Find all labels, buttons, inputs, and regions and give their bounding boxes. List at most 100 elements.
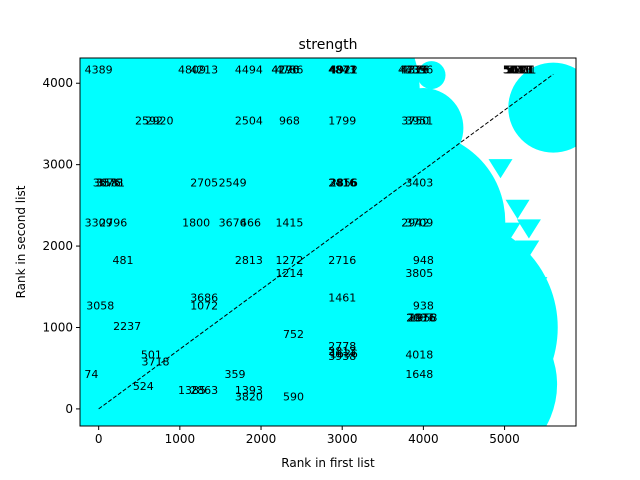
point-label-46: 2942 bbox=[401, 216, 429, 229]
marker-triangle-3 bbox=[515, 240, 540, 260]
x-tick-label-2000: 2000 bbox=[246, 432, 277, 446]
point-label-6: 4296 bbox=[271, 63, 299, 76]
point-label-67: 2813 bbox=[328, 345, 356, 358]
point-label-8: 4922 bbox=[330, 63, 358, 76]
point-label-28: 1799 bbox=[328, 115, 356, 128]
x-tick-label-5000: 5000 bbox=[489, 432, 520, 446]
point-label-17: 5083 bbox=[504, 63, 532, 76]
marker-circle-20 bbox=[387, 299, 558, 426]
x-axis: 0 1000 2000 3000 4000 5000 bbox=[95, 426, 520, 446]
point-label-32: 3878 bbox=[95, 177, 123, 190]
point-label-59: 938 bbox=[413, 300, 434, 313]
point-label-54: 3805 bbox=[405, 267, 433, 280]
point-label-62: 1958 bbox=[409, 312, 437, 325]
point-label-41: 2796 bbox=[99, 216, 127, 229]
point-label-10: 4841 bbox=[328, 63, 356, 76]
x-tick-label-1000: 1000 bbox=[165, 432, 196, 446]
point-label-53: 1214 bbox=[275, 267, 303, 280]
x-tick-label-3000: 3000 bbox=[327, 432, 358, 446]
point-label-25: 2920 bbox=[146, 115, 174, 128]
point-label-44: 466 bbox=[240, 216, 261, 229]
point-label-20: 5201 bbox=[507, 63, 535, 76]
point-label-7: 4873 bbox=[328, 63, 356, 76]
point-label-15: 4316 bbox=[401, 63, 429, 76]
point-label-37: 2856 bbox=[330, 177, 358, 190]
point-label-57: 3058 bbox=[86, 300, 114, 313]
point-label-35: 2549 bbox=[219, 177, 247, 190]
point-label-26: 2504 bbox=[235, 115, 263, 128]
point-label-71: 501 bbox=[141, 348, 162, 361]
point-label-24: 2592 bbox=[135, 115, 163, 128]
point-label-23: 5013 bbox=[504, 63, 532, 76]
point-label-13: 4376 bbox=[401, 63, 429, 76]
y-tick-label-2000: 2000 bbox=[42, 239, 73, 253]
y-axis: 0 1000 2000 3000 4000 bbox=[42, 76, 80, 416]
point-label-16: 5041 bbox=[503, 63, 531, 76]
point-label-69: 3938 bbox=[328, 350, 356, 363]
point-label-81: 590 bbox=[283, 391, 304, 404]
point-label-48: 481 bbox=[113, 254, 134, 267]
y-tick-label-0: 0 bbox=[65, 402, 73, 416]
point-label-19: 5521 bbox=[506, 63, 534, 76]
point-label-36: 2416 bbox=[328, 177, 356, 190]
point-label-4: 4170 bbox=[271, 63, 299, 76]
y-tick-label-3000: 3000 bbox=[42, 158, 73, 172]
chart-title: strength bbox=[299, 37, 358, 53]
point-label-45: 1415 bbox=[275, 216, 303, 229]
marker-triangle-0 bbox=[488, 159, 513, 179]
point-label-51: 2716 bbox=[328, 254, 356, 267]
point-label-18: 5611 bbox=[505, 63, 533, 76]
marker-triangle-4 bbox=[523, 277, 548, 297]
point-label-2: 4213 bbox=[190, 63, 218, 76]
point-label-40: 3309 bbox=[85, 216, 113, 229]
point-label-55: 3686 bbox=[190, 291, 218, 304]
point-label-1: 4809 bbox=[178, 63, 206, 76]
marker-triangle-1 bbox=[505, 199, 530, 219]
point-label-68: 1636 bbox=[330, 348, 358, 361]
marker-circle-4 bbox=[417, 61, 446, 90]
x-tick-label-4000: 4000 bbox=[408, 432, 439, 446]
x-tick-label-0: 0 bbox=[95, 432, 103, 446]
point-label-12: 4239 bbox=[400, 63, 428, 76]
point-label-65: 752 bbox=[283, 328, 304, 341]
plot-frame bbox=[79, 57, 577, 427]
point-label-47: 3709 bbox=[405, 216, 433, 229]
point-label-27: 968 bbox=[279, 115, 300, 128]
point-label-63: 2076 bbox=[408, 312, 436, 325]
marker-triangle-5 bbox=[496, 222, 521, 242]
point-label-74: 359 bbox=[225, 368, 246, 381]
point-label-60: 2037 bbox=[406, 312, 434, 325]
point-label-0: 4389 bbox=[85, 63, 113, 76]
x-axis-label: Rank in first list bbox=[281, 456, 375, 470]
point-label-43: 3676 bbox=[219, 216, 247, 229]
point-label-50: 1272 bbox=[275, 254, 303, 267]
point-label-30: 3951 bbox=[405, 115, 433, 128]
point-label-14: 4396 bbox=[405, 63, 433, 76]
point-label-75: 1648 bbox=[405, 368, 433, 381]
point-label-33: 3581 bbox=[97, 177, 125, 190]
point-label-77: 1385 bbox=[178, 384, 206, 397]
point-label-21: 5331 bbox=[508, 63, 536, 76]
point-label-39: 3403 bbox=[405, 177, 433, 190]
point-label-72: 3718 bbox=[141, 356, 169, 369]
y-axis-label: Rank in second list bbox=[14, 185, 28, 298]
point-label-80: 3820 bbox=[235, 391, 263, 404]
point-label-9: 4871 bbox=[329, 63, 357, 76]
point-label-5: 4786 bbox=[275, 63, 303, 76]
point-label-76: 524 bbox=[133, 380, 154, 393]
point-label-52: 948 bbox=[413, 254, 434, 267]
point-label-29: 3750 bbox=[401, 115, 429, 128]
y-tick-label-1000: 1000 bbox=[42, 320, 73, 334]
point-label-11: 4335 bbox=[398, 63, 426, 76]
marker-circle-0 bbox=[508, 62, 576, 153]
point-label-70: 4018 bbox=[405, 348, 433, 361]
point-label-38: 3816 bbox=[329, 177, 357, 190]
point-label-3: 4494 bbox=[235, 63, 263, 76]
point-label-34: 2705 bbox=[190, 177, 218, 190]
point-label-42: 1800 bbox=[182, 216, 210, 229]
point-label-64: 2237 bbox=[113, 320, 141, 333]
reference-line bbox=[98, 73, 554, 410]
point-label-78: 2863 bbox=[190, 384, 218, 397]
